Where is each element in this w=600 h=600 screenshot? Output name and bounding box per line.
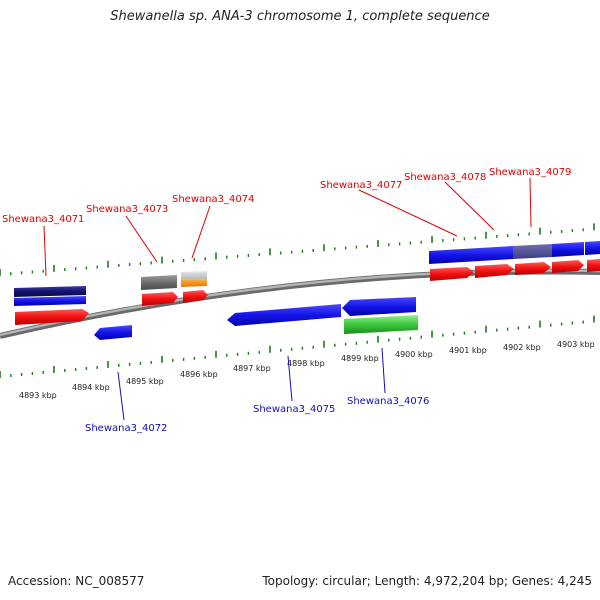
gene-arrow[interactable] <box>587 259 600 272</box>
kbp-label: 4895 kbp <box>126 377 164 386</box>
gene-arrow[interactable] <box>513 244 552 259</box>
gene-label[interactable]: Shewana3_4078 <box>404 172 486 183</box>
gene-arrow[interactable] <box>227 304 341 326</box>
gene-arrow[interactable] <box>430 267 474 281</box>
gene-label[interactable]: Shewana3_4072 <box>85 423 167 434</box>
gene-arrow[interactable] <box>429 246 513 264</box>
accession-text: Accession: NC_008577 <box>8 574 145 588</box>
kbp-label: 4893 kbp <box>19 391 57 400</box>
gene-arrow[interactable] <box>14 296 86 306</box>
gene-arrow[interactable] <box>552 242 584 257</box>
forward-strand-genes <box>14 241 600 325</box>
gene-label[interactable]: Shewana3_4079 <box>489 167 571 178</box>
gene-label[interactable]: Shewana3_4076 <box>347 396 429 407</box>
gene-label[interactable]: Shewana3_4075 <box>253 404 335 415</box>
gene-arrow[interactable] <box>141 275 177 290</box>
lower-tick-ruler <box>0 315 595 378</box>
leader-lines <box>43 177 532 421</box>
chromosome-backbone <box>0 268 600 339</box>
kbp-label: 4902 kbp <box>503 343 541 352</box>
kbp-label: 4903 kbp <box>557 340 595 349</box>
kbp-label: 4898 kbp <box>287 359 325 368</box>
gene-arrow[interactable] <box>585 241 600 255</box>
kbp-label: 4900 kbp <box>395 350 433 359</box>
gene-label[interactable]: Shewana3_4077 <box>320 180 402 191</box>
gene-label[interactable]: Shewana3_4073 <box>86 204 168 215</box>
gene-arrow[interactable] <box>475 264 514 278</box>
gene-arrow[interactable] <box>552 260 584 273</box>
gene-arrow[interactable] <box>142 292 178 306</box>
reverse-strand-genes <box>94 297 418 340</box>
gene-arrow[interactable] <box>344 315 418 334</box>
kbp-scale: 4893 kbp 4894 kbp 4895 kbp 4896 kbp 4897… <box>19 340 595 400</box>
gene-arrow[interactable] <box>14 286 86 297</box>
gene-label[interactable]: Shewana3_4074 <box>172 194 254 205</box>
gene-arrow[interactable] <box>94 325 132 340</box>
gene-label[interactable]: Shewana3_4071 <box>2 214 84 225</box>
topology-text: Topology: circular; Length: 4,972,204 bp… <box>262 574 592 588</box>
kbp-label: 4896 kbp <box>180 370 218 379</box>
map-title: Shewanella sp. ANA-3 chromosome 1, compl… <box>110 9 490 24</box>
kbp-label: 4899 kbp <box>341 354 379 363</box>
gene-arrow[interactable] <box>181 271 207 280</box>
upper-tick-ruler <box>0 223 595 276</box>
gene-arrow[interactable] <box>15 309 89 325</box>
gene-arrow[interactable] <box>183 290 208 303</box>
kbp-label: 4901 kbp <box>449 346 487 355</box>
gene-labels: Shewana3_4071 Shewana3_4073 Shewana3_407… <box>2 167 571 434</box>
kbp-label: 4897 kbp <box>233 364 271 373</box>
gene-arrow[interactable] <box>515 262 551 275</box>
kbp-label: 4894 kbp <box>72 383 110 392</box>
gene-arrow[interactable] <box>342 297 416 316</box>
gene-arrow[interactable] <box>181 279 207 287</box>
